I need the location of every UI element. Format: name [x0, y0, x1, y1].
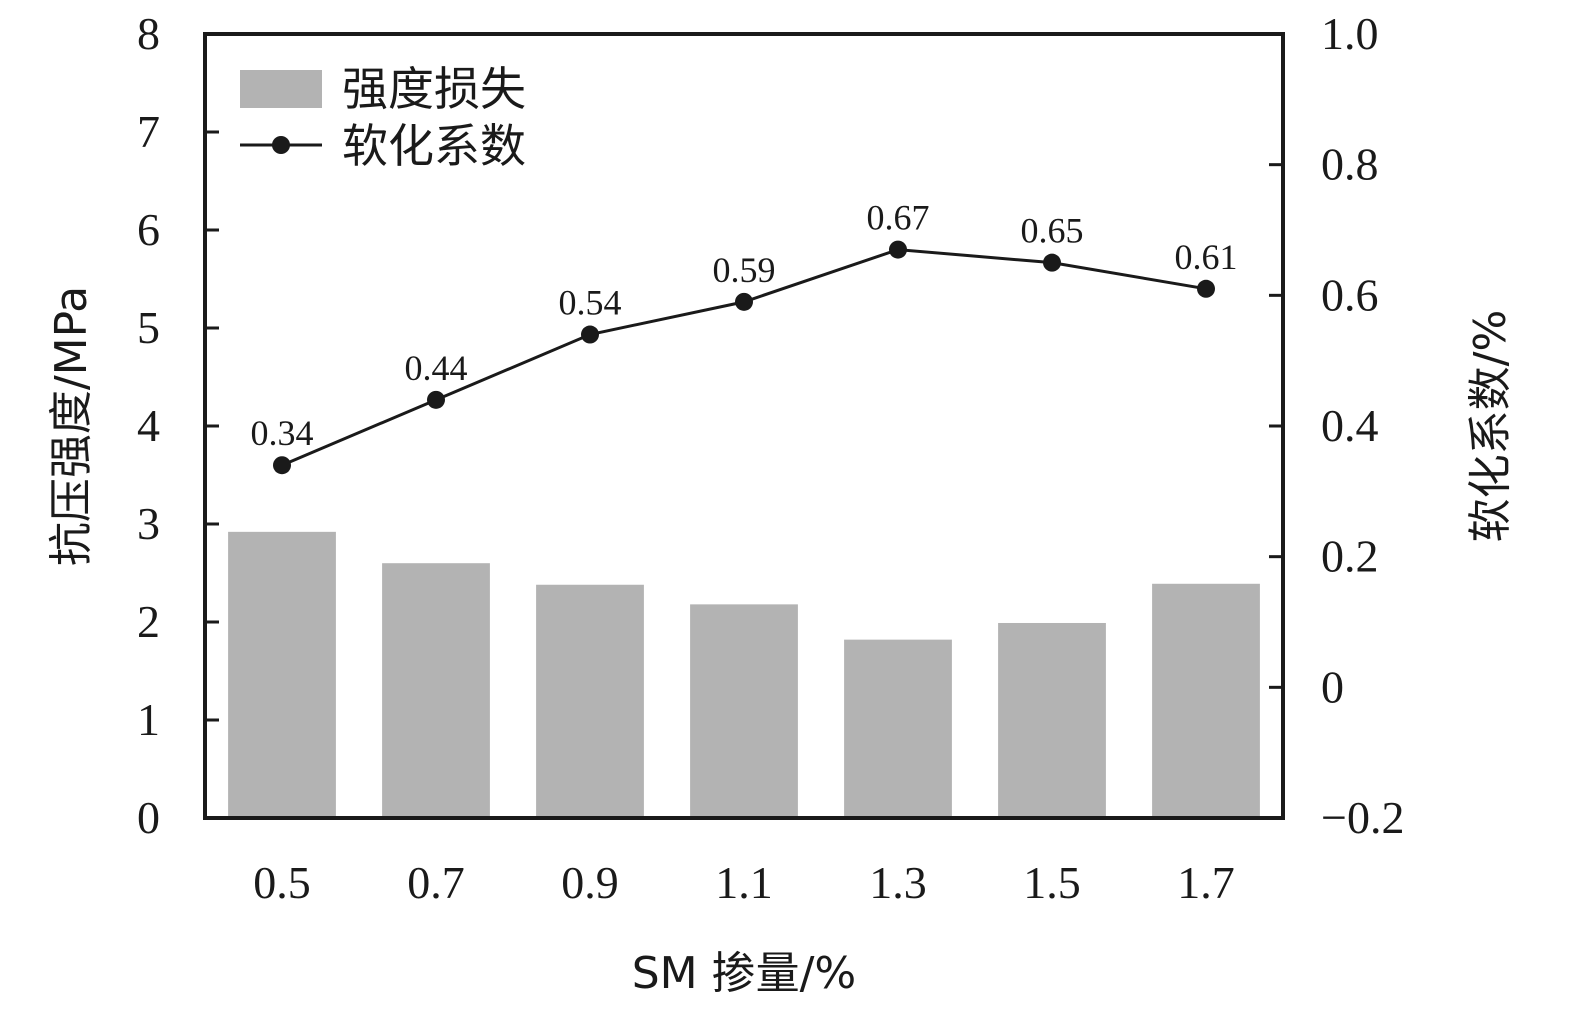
x-tick-label: 1.7 [1177, 857, 1235, 908]
left-axis: 0 1 2 3 4 5 6 7 8 [137, 8, 219, 843]
data-label: 0.34 [251, 413, 314, 453]
x-tick-label: 1.3 [869, 857, 927, 908]
y-tick-label: 7 [137, 106, 160, 157]
line-point [427, 390, 445, 409]
bar [1152, 583, 1260, 818]
y2-axis-title: 软化系数/% [1465, 310, 1516, 543]
y2-tick-label: 1.0 [1321, 8, 1379, 59]
y-axis-title: 抗压强度/MPa [46, 286, 97, 566]
y2-tick-label: −0.2 [1321, 792, 1404, 843]
data-label: 0.67 [867, 198, 930, 238]
legend-line-marker [272, 136, 290, 154]
y2-tick-label: 0.6 [1321, 269, 1379, 320]
y2-tick-label: 0.8 [1321, 139, 1379, 190]
y-tick-label: 0 [137, 792, 160, 843]
line-point [581, 325, 599, 344]
y-tick-label: 2 [137, 596, 160, 647]
line-point [1043, 253, 1061, 272]
bar [228, 531, 336, 818]
data-label: 0.59 [713, 250, 776, 290]
line-point [273, 456, 291, 475]
legend-line-label: 软化系数 [342, 119, 526, 173]
data-label: 0.61 [1175, 237, 1238, 277]
x-tick-label: 0.7 [407, 857, 465, 908]
y2-tick-label: 0 [1321, 661, 1344, 712]
y2-tick-label: 0.2 [1321, 531, 1379, 582]
bar [998, 622, 1106, 818]
x-tick-label: 0.9 [561, 857, 619, 908]
x-tick-label: 1.1 [715, 857, 773, 908]
line-layer: 0.34 0.44 0.54 0.59 0.67 0.65 0.61 [251, 198, 1238, 475]
bar [844, 639, 952, 818]
bar [382, 563, 490, 818]
y-tick-label: 4 [137, 400, 160, 451]
y-tick-label: 8 [137, 8, 160, 59]
x-tick-label: 0.5 [253, 857, 311, 908]
y2-tick-label: 0.4 [1321, 400, 1379, 451]
x-axis-title: SM 掺量/% [632, 948, 857, 999]
line-point [889, 240, 907, 259]
line-point [1197, 279, 1215, 298]
line-point [735, 292, 753, 311]
data-label: 0.65 [1021, 211, 1084, 251]
y-tick-label: 5 [137, 302, 160, 353]
bars-layer [228, 531, 1260, 818]
y-tick-label: 3 [137, 498, 160, 549]
data-label: 0.54 [559, 283, 622, 323]
bar [690, 604, 798, 818]
right-axis: −0.2 0 0.2 0.4 0.6 0.8 1.0 [1269, 8, 1404, 843]
y-tick-label: 6 [137, 204, 160, 255]
legend-bar-swatch [240, 70, 322, 108]
legend-bar-label: 强度损失 [342, 62, 526, 116]
y-tick-label: 1 [137, 694, 160, 745]
legend: 强度损失 软化系数 [240, 62, 526, 173]
data-label: 0.44 [405, 348, 468, 388]
x-tick-label: 1.5 [1023, 857, 1081, 908]
x-axis: 0.5 0.7 0.9 1.1 1.3 1.5 1.7 [253, 857, 1235, 908]
bar [536, 584, 644, 818]
